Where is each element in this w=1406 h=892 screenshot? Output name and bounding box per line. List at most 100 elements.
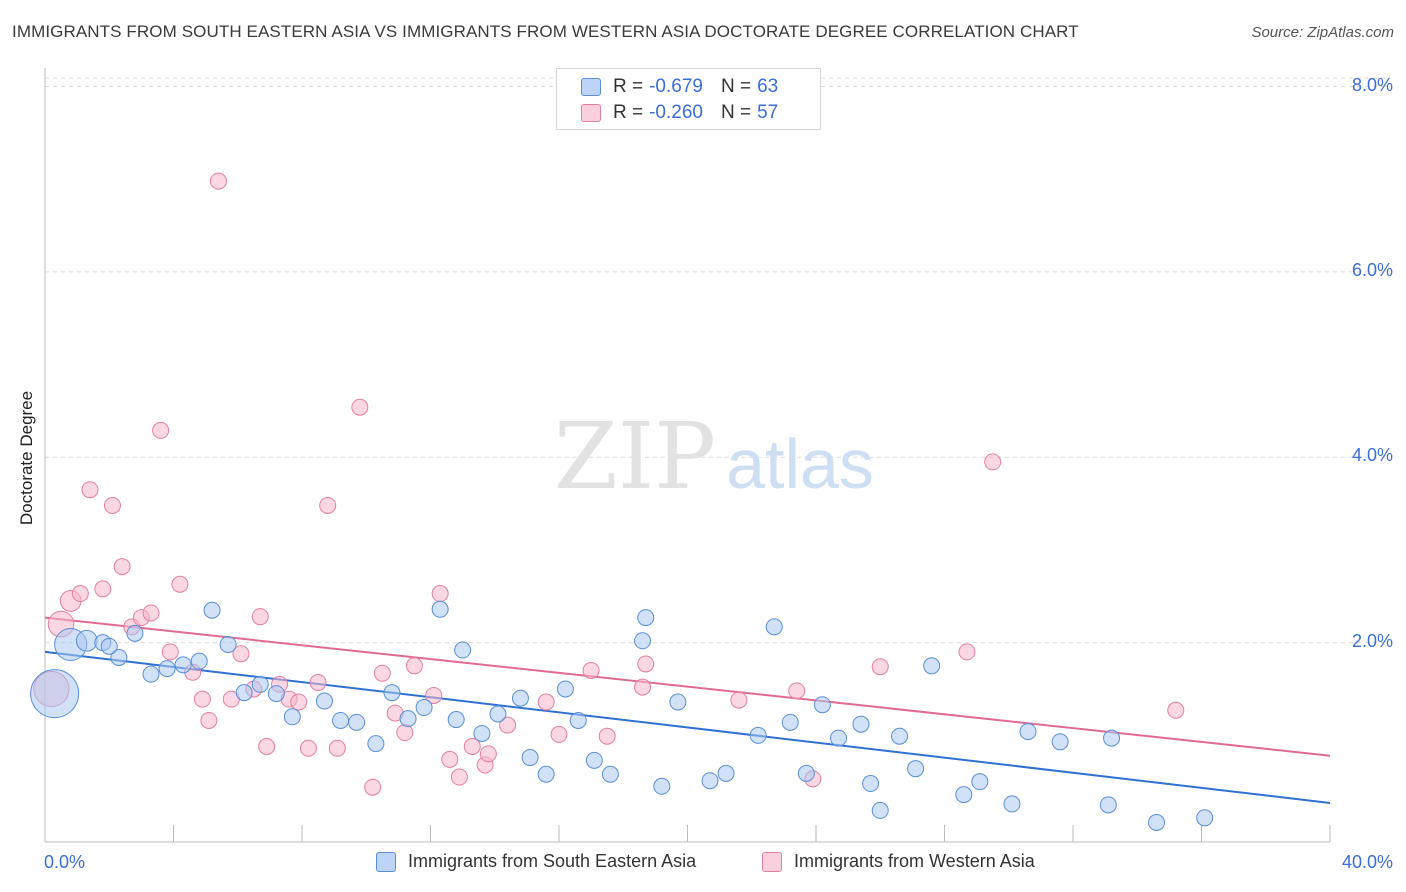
data-point [958,643,976,661]
data-point [788,682,806,700]
data-point [75,629,98,652]
data-point [537,693,555,711]
data-point [1148,813,1166,831]
data-point [193,690,211,708]
data-point [267,685,285,703]
data-point [299,739,317,757]
data-point [152,421,170,439]
data-point [441,750,459,768]
correlation-legend: R = -0.679 N = 63 R = -0.260 N = 57 [556,68,821,130]
data-point [103,496,121,514]
bottom-legend-western-asia: Immigrants from Western Asia [762,851,1035,872]
data-point [765,618,783,636]
data-point [489,705,507,723]
data-point [499,716,517,734]
data-point [569,711,587,729]
y-tick-label: 2.0% [1351,630,1393,651]
data-point [190,652,208,670]
trend-line [44,616,1331,757]
data-point [30,669,80,719]
data-point [110,648,128,666]
data-point [251,608,269,626]
data-point [556,680,574,698]
bottom-legend-label: Immigrants from South Eastern Asia [408,851,697,871]
data-point [862,775,880,793]
watermark: ZIP atlas [554,403,874,510]
data-point [405,657,423,675]
data-point [203,601,221,619]
chart-title: IMMIGRANTS FROM SOUTH EASTERN ASIA VS IM… [12,22,1079,41]
data-point [637,609,655,627]
data-point [174,656,192,674]
data-point [383,684,401,702]
legend-swatch-blue [581,78,601,96]
data-point [396,724,414,742]
data-point [871,658,889,676]
data-point [171,575,189,593]
data-point [373,664,391,682]
data-point [450,768,468,786]
data-point [891,727,909,745]
data-point [730,691,748,709]
data-point [1051,733,1069,751]
data-point [315,692,333,710]
data-point [871,801,889,819]
data-point [71,585,89,603]
data-point [200,711,218,729]
data-point [219,635,237,653]
legend-row-western-asia: R = -0.260 N = 57 [581,101,778,125]
data-point [550,725,568,743]
data-point [232,645,250,663]
data-point [634,678,652,696]
data-point [158,660,176,678]
data-point [582,661,600,679]
legend-n-value: 63 [757,76,779,97]
data-point [479,745,497,763]
legend-n-label: N = [720,102,752,123]
data-point [637,655,655,673]
data-point [797,764,815,782]
data-point [235,684,253,702]
data-point [601,765,619,783]
trendlines [44,616,1331,804]
data-point [653,777,671,795]
data-point [971,773,989,791]
data-point [813,696,831,714]
data-point [431,600,449,618]
data-point [829,729,847,747]
legend-n-label: N = [720,76,752,97]
data-point [425,686,443,704]
legend-r-value: -0.260 [649,102,703,123]
data-point [521,749,539,767]
data-point [634,632,652,650]
data-point [669,693,687,711]
data-point [319,496,337,514]
legend-r-label: R = [613,102,644,123]
data-point [701,772,719,790]
chart-source: Source: ZipAtlas.com [1251,24,1394,41]
data-point [1103,729,1121,747]
data-point [142,604,160,622]
data-point [161,643,179,661]
x-tick-label-min: 0.0% [44,852,86,872]
data-point [955,786,973,804]
data-point [328,739,346,757]
data-point [209,172,227,190]
data-point [984,453,1002,471]
legend-row-south-eastern-asia: R = -0.679 N = 63 [581,75,778,99]
data-point [717,764,735,782]
x-tick-label-max: 40.0% [1341,852,1393,872]
legend-r-value: -0.679 [649,76,703,97]
data-point [142,665,160,683]
data-point [907,760,925,778]
data-point [348,713,366,731]
data-point [126,624,144,642]
data-point [81,481,99,499]
data-point [367,735,385,753]
data-point [258,737,276,755]
data-point [463,737,481,755]
data-point [1003,795,1021,813]
data-point [415,699,433,717]
data-point [290,693,308,711]
